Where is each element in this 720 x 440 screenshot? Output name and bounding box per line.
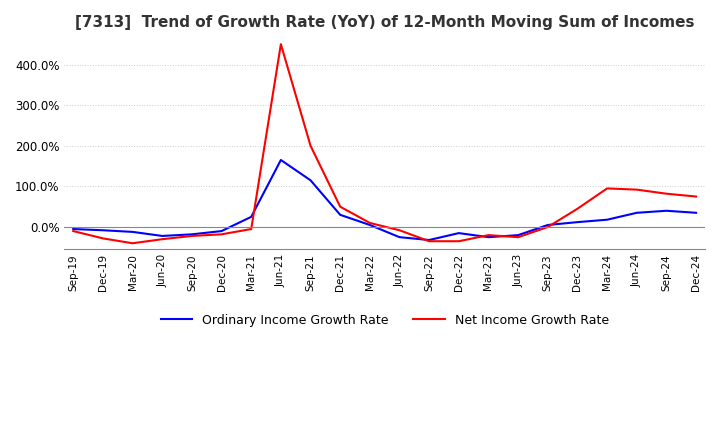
Ordinary Income Growth Rate (395, 235, 404, 240)
Ordinary Income Growth Rate (128, 229, 137, 235)
Net Income Growth Rate (603, 186, 611, 191)
Ordinary Income Growth Rate (247, 214, 256, 220)
Ordinary Income Growth Rate (188, 232, 197, 237)
Net Income Growth Rate (395, 227, 404, 233)
Net Income Growth Rate (573, 206, 582, 211)
Ordinary Income Growth Rate (603, 217, 611, 222)
Net Income Growth Rate (662, 191, 671, 196)
Net Income Growth Rate (69, 228, 78, 234)
Net Income Growth Rate (247, 227, 256, 232)
Ordinary Income Growth Rate (692, 210, 701, 216)
Ordinary Income Growth Rate (632, 210, 641, 216)
Net Income Growth Rate (544, 224, 552, 230)
Net Income Growth Rate (454, 238, 463, 244)
Ordinary Income Growth Rate (69, 227, 78, 232)
Net Income Growth Rate (366, 220, 374, 226)
Net Income Growth Rate (425, 238, 433, 244)
Net Income Growth Rate (188, 233, 197, 238)
Title: [7313]  Trend of Growth Rate (YoY) of 12-Month Moving Sum of Incomes: [7313] Trend of Growth Rate (YoY) of 12-… (75, 15, 694, 30)
Ordinary Income Growth Rate (573, 220, 582, 225)
Net Income Growth Rate (276, 41, 285, 47)
Net Income Growth Rate (158, 237, 166, 242)
Net Income Growth Rate (217, 232, 226, 237)
Ordinary Income Growth Rate (276, 158, 285, 163)
Ordinary Income Growth Rate (99, 227, 107, 233)
Net Income Growth Rate (336, 204, 344, 209)
Line: Ordinary Income Growth Rate: Ordinary Income Growth Rate (73, 160, 696, 240)
Ordinary Income Growth Rate (484, 235, 492, 240)
Net Income Growth Rate (484, 232, 492, 238)
Net Income Growth Rate (692, 194, 701, 199)
Ordinary Income Growth Rate (425, 237, 433, 242)
Ordinary Income Growth Rate (158, 233, 166, 238)
Net Income Growth Rate (632, 187, 641, 192)
Ordinary Income Growth Rate (366, 222, 374, 227)
Ordinary Income Growth Rate (217, 228, 226, 234)
Net Income Growth Rate (514, 235, 523, 240)
Ordinary Income Growth Rate (544, 222, 552, 227)
Ordinary Income Growth Rate (306, 178, 315, 183)
Net Income Growth Rate (306, 143, 315, 148)
Net Income Growth Rate (128, 241, 137, 246)
Ordinary Income Growth Rate (454, 231, 463, 236)
Ordinary Income Growth Rate (336, 212, 344, 217)
Line: Net Income Growth Rate: Net Income Growth Rate (73, 44, 696, 243)
Ordinary Income Growth Rate (662, 208, 671, 213)
Net Income Growth Rate (99, 236, 107, 241)
Legend: Ordinary Income Growth Rate, Net Income Growth Rate: Ordinary Income Growth Rate, Net Income … (156, 309, 613, 332)
Ordinary Income Growth Rate (514, 232, 523, 238)
